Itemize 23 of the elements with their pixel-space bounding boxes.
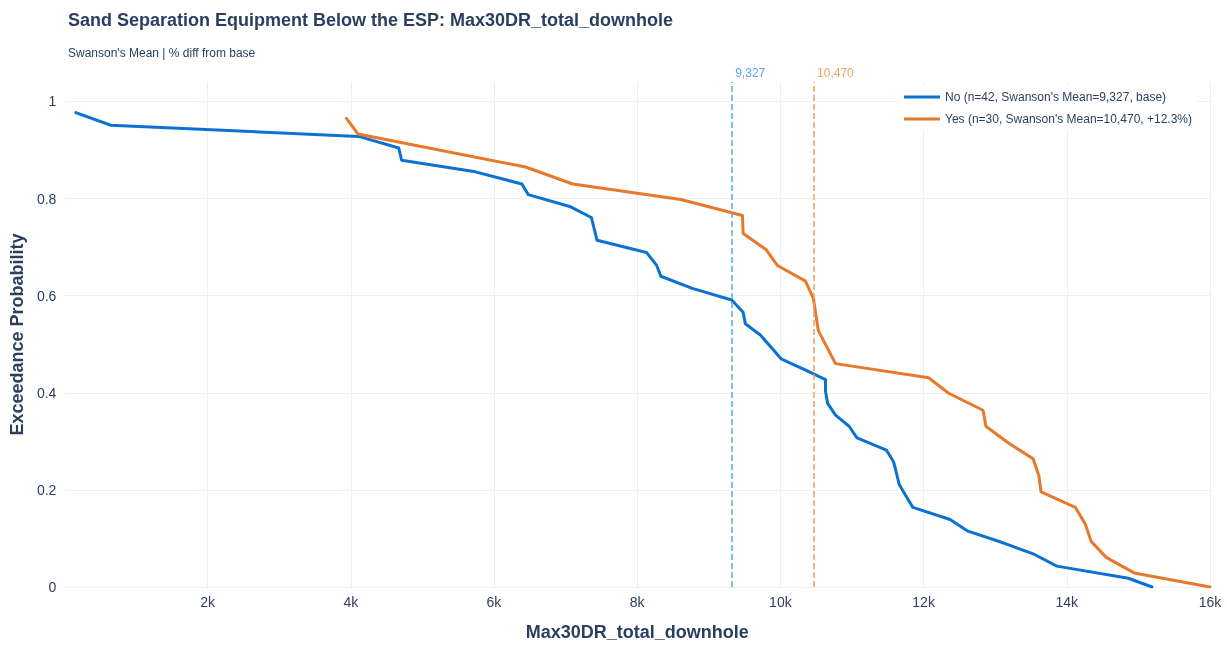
chart-subtitle: Swanson's Mean | % diff from base <box>68 46 256 60</box>
x-tick-label: 14k <box>1055 594 1080 610</box>
x-tick-label: 2k <box>200 594 216 610</box>
y-tick-label: 1 <box>48 93 57 110</box>
y-axis-title: Exceedance Probability <box>7 233 27 436</box>
chart-title: Sand Separation Equipment Below the ESP: Max30DR_total_downhole <box>68 10 674 30</box>
legend-label: Yes (n=30, Swanson's Mean=10,470, +12.3%) <box>944 112 1193 126</box>
x-tick-label: 16k <box>1198 594 1223 610</box>
legend-label: No (n=42, Swanson's Mean=9,327, base) <box>944 90 1167 104</box>
y-tick-label: 0.2 <box>36 481 57 498</box>
y-tick-label: 0.4 <box>36 384 57 401</box>
x-tick-label: 10k <box>769 594 793 610</box>
x-tick-label: 6k <box>486 594 503 610</box>
x-tick-label: 8k <box>629 594 646 610</box>
x-axis-title: Max30DR_total_downhole <box>525 622 749 642</box>
line-series <box>344 116 1212 589</box>
ref-line-label: 10,470 <box>817 66 855 80</box>
x-tick-label: 12k <box>912 594 936 610</box>
x-tick-label: 4k <box>343 594 360 610</box>
ref-line-label: 9,327 <box>735 66 766 80</box>
y-tick-label: 0 <box>48 579 57 595</box>
y-tick-label: 0.8 <box>36 190 57 207</box>
y-tick-label: 0.6 <box>36 287 57 304</box>
